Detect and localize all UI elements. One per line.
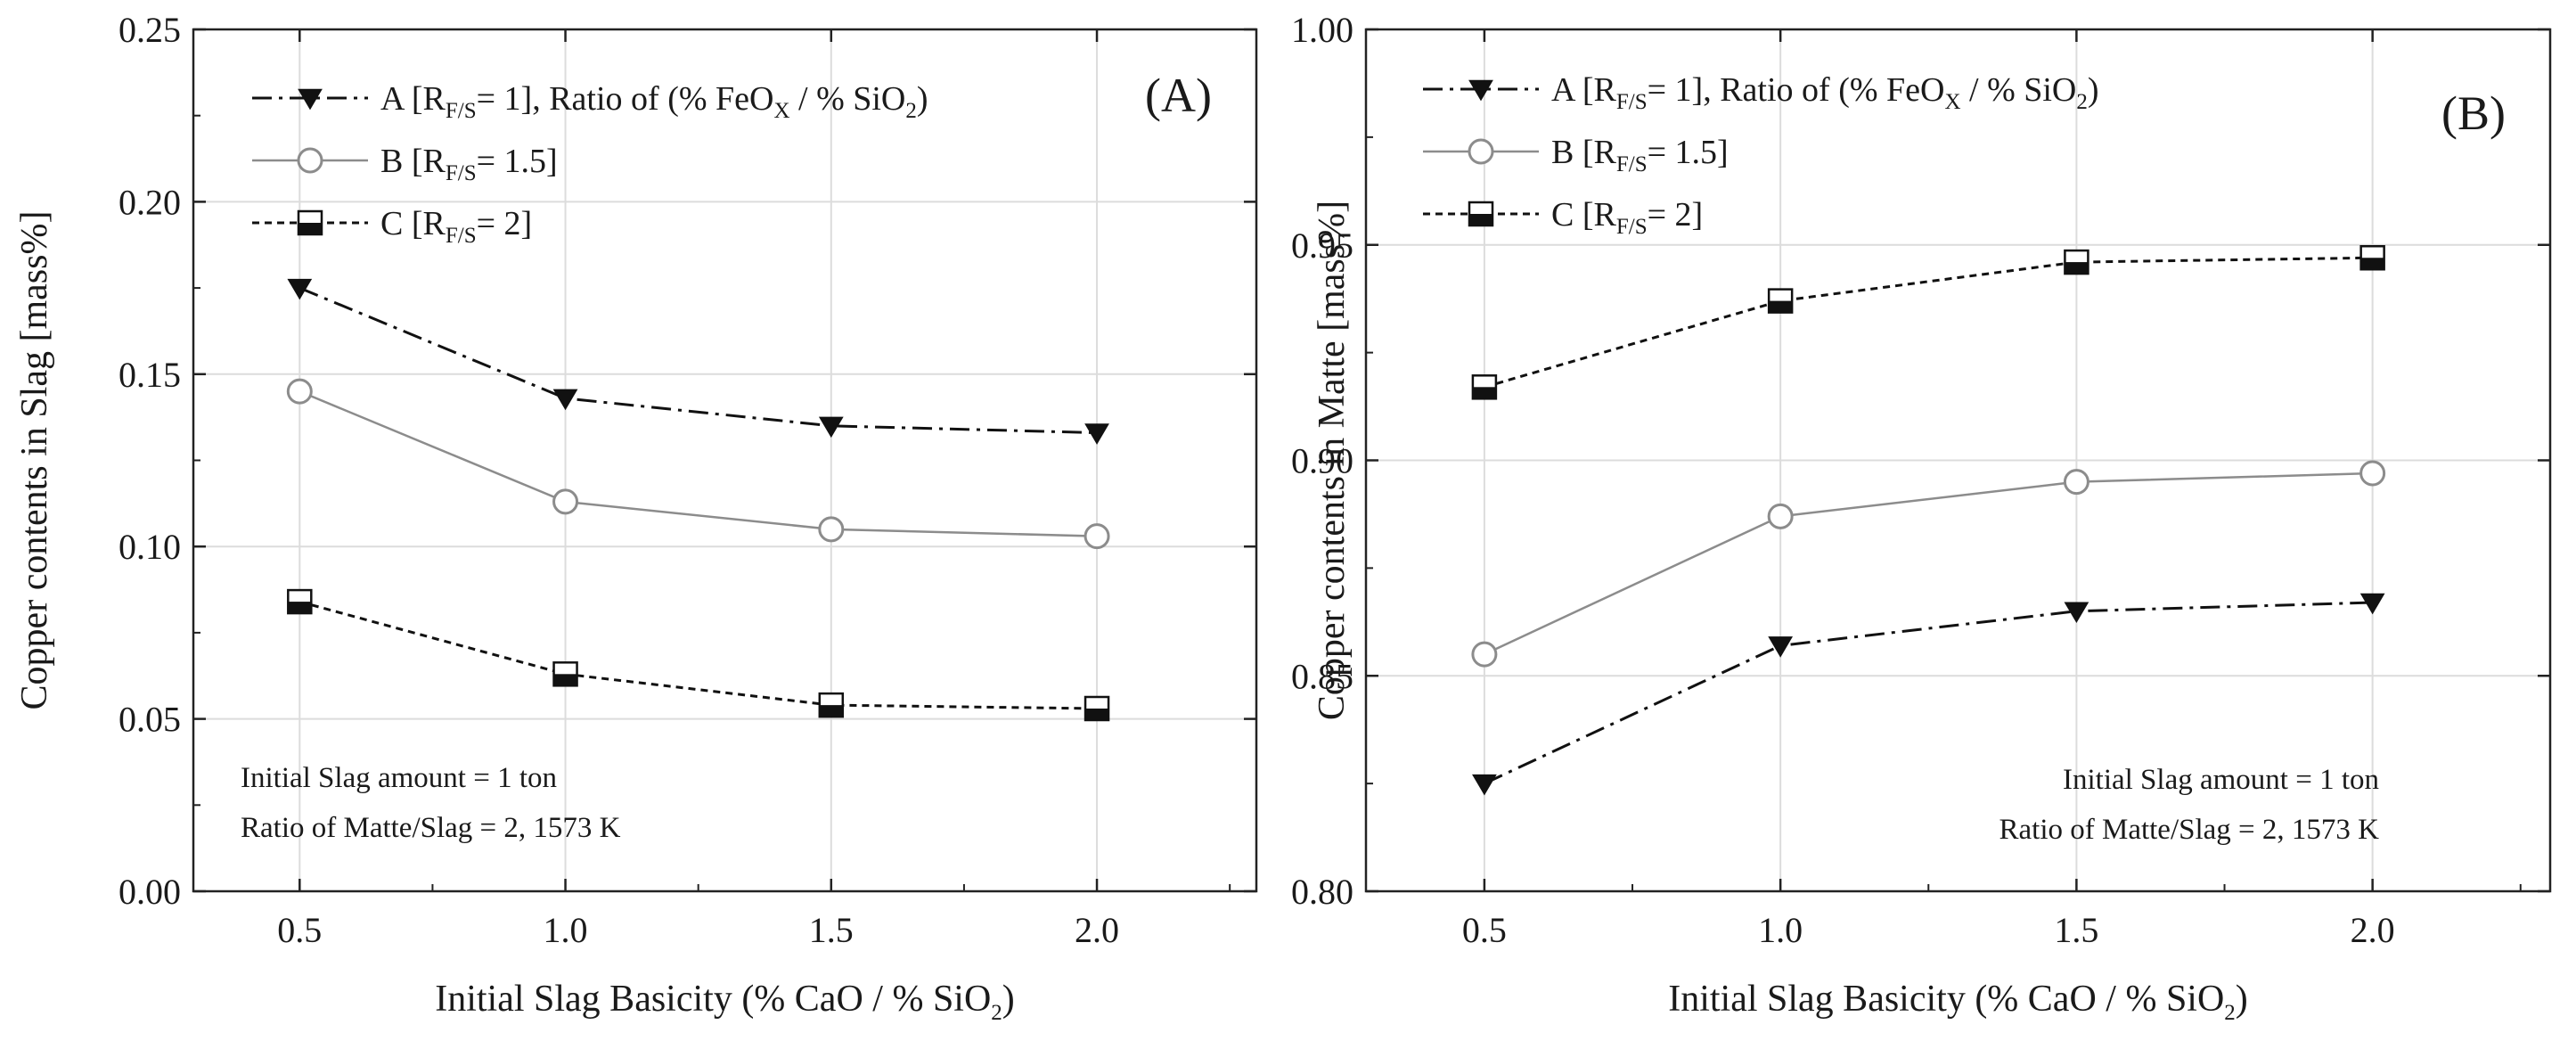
marker-fill	[2360, 258, 2384, 270]
legend-marker	[1468, 138, 1494, 165]
legend-entry-b: B [RF/S= 1.5]	[1423, 134, 1729, 176]
y-tick-label: 0.95	[1291, 225, 1353, 266]
data-point	[552, 661, 578, 687]
legend: A [RF/S= 1], Ratio of (% FeOX / % SiO2) B…	[1423, 71, 2099, 239]
series-c	[287, 588, 1110, 722]
series-line	[298, 389, 1098, 537]
marker-fill	[553, 674, 577, 686]
x-tick-label: 2.0	[2351, 910, 2395, 950]
legend-marker	[297, 147, 323, 174]
series-a	[1472, 593, 2385, 796]
y-axis-title: Copper contents in Slag [mass%]	[14, 211, 55, 710]
y-tick-label: 0.80	[1291, 872, 1353, 912]
y-axis-title: Copper contents in Matte [mass%]	[1312, 201, 1353, 720]
series-line	[298, 286, 1098, 435]
data-point	[1768, 636, 1794, 658]
marker-fill	[298, 223, 322, 234]
legend-label: B [RF/S= 1.5]	[1551, 134, 1729, 176]
x-tick-label: 0.5	[1462, 910, 1507, 950]
y-tick-label: 0.00	[119, 872, 181, 912]
y-tick-label: 0.20	[119, 182, 181, 222]
data-point	[287, 278, 313, 300]
x-tick-label: 0.5	[277, 910, 322, 950]
series-b	[1471, 460, 2386, 668]
y-tick-label: 0.25	[119, 10, 181, 50]
panel-label: (B)	[2441, 86, 2506, 140]
x-tick-label: 1.0	[544, 910, 588, 950]
legend-entry-b: B [RF/S= 1.5]	[252, 143, 558, 185]
legend-entry-a: A [RF/S= 1], Ratio of (% FeOX / % SiO2)	[1423, 71, 2099, 114]
data-point	[1767, 503, 1794, 529]
y-tick-label: 0.85	[1291, 656, 1353, 696]
legend-marker	[298, 88, 323, 111]
data-point	[552, 488, 579, 515]
legend-entry-a: A [RF/S= 1], Ratio of (% FeOX / % SiO2)	[252, 80, 928, 123]
data-point	[1084, 695, 1110, 722]
marker-fill	[1469, 214, 1492, 225]
data-point	[818, 516, 845, 543]
x-axis-title: Initial Slag Basicity (% CaO / % SiO2)	[435, 979, 1015, 1025]
data-point	[2063, 469, 2089, 496]
series-line	[1484, 601, 2373, 785]
series-c	[1471, 245, 2385, 400]
legend-label: C [RF/S= 2]	[1551, 196, 1703, 239]
series-b	[286, 378, 1110, 550]
data-point	[2359, 593, 2385, 615]
data-point	[1472, 774, 1497, 796]
series-line	[298, 600, 1098, 710]
legend-marker	[1468, 201, 1494, 227]
marker-fill	[288, 602, 312, 614]
data-point	[1084, 423, 1109, 445]
series-line	[1484, 471, 2373, 656]
series-a	[287, 278, 1109, 445]
data-point	[2359, 460, 2386, 487]
data-point	[552, 389, 578, 411]
legend-marker	[297, 209, 323, 236]
data-point	[1471, 374, 1498, 400]
data-point	[1084, 523, 1110, 550]
marker-fill	[1769, 300, 1793, 313]
data-point	[286, 378, 313, 405]
annotation-line: Initial Slag amount = 1 ton	[2063, 764, 2379, 796]
y-tick-label: 0.90	[1291, 441, 1353, 481]
y-tick-label: 0.15	[119, 355, 181, 395]
legend-label: A [RF/S= 1], Ratio of (% FeOX / % SiO2)	[380, 80, 928, 123]
legend-entry-c: C [RF/S= 2]	[1423, 196, 1703, 239]
data-point	[2359, 245, 2385, 271]
x-tick-label: 2.0	[1075, 910, 1119, 950]
legend-label: B [RF/S= 1.5]	[380, 143, 558, 185]
data-point	[818, 692, 845, 718]
grid	[1366, 29, 2550, 892]
series-line	[1484, 256, 2373, 389]
y-tick-label: 0.10	[119, 527, 181, 567]
y-tick-label: 0.05	[119, 700, 181, 740]
marker-fill	[1085, 708, 1109, 720]
legend-label: C [RF/S= 2]	[380, 205, 532, 248]
annotation-line: Ratio of Matte/Slag = 2, 1573 K	[1999, 814, 2380, 846]
x-axis-title: Initial Slag Basicity (% CaO / % SiO2)	[1668, 979, 2248, 1025]
legend: A [RF/S= 1], Ratio of (% FeOX / % SiO2) B…	[252, 80, 928, 248]
marker-fill	[1472, 387, 1496, 399]
panel-b: 0.5 1.0 1.5 2.0 0.80 0.85 0.90 0.95 1.00 Initial …	[1291, 10, 2552, 1025]
y-tick-label: 1.00	[1291, 10, 1353, 50]
data-point	[2064, 602, 2089, 624]
panel-label: (A)	[1145, 69, 1212, 122]
x-tick-label: 1.0	[1758, 910, 1803, 950]
data-point	[1767, 288, 1794, 314]
annotation-line: Initial Slag amount = 1 ton	[241, 762, 557, 794]
annotation-line: Ratio of Matte/Slag = 2, 1573 K	[241, 812, 621, 844]
marker-fill	[819, 705, 843, 717]
legend-marker	[1468, 79, 1493, 102]
marker-fill	[2065, 262, 2089, 275]
data-point	[2064, 249, 2089, 275]
x-tick-label: 1.5	[809, 910, 854, 950]
legend-entry-c: C [RF/S= 2]	[252, 205, 532, 248]
panel-a: 0.5 1.0 1.5 2.0 0.00 0.05 0.10 0.15 0.20 0.25 Init…	[14, 10, 1258, 1025]
legend-label: A [RF/S= 1], Ratio of (% FeOX / % SiO2)	[1551, 71, 2099, 114]
data-point	[818, 416, 844, 439]
data-point	[1471, 641, 1498, 668]
x-tick-label: 1.5	[2054, 910, 2098, 950]
data-point	[287, 588, 313, 615]
